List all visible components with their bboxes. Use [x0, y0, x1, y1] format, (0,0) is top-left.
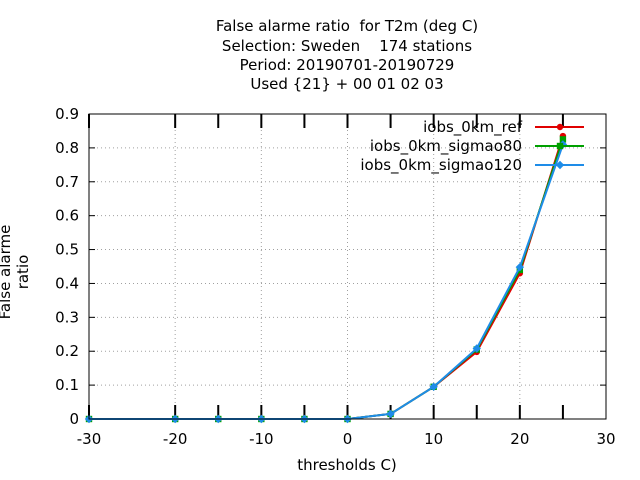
legend-swatch-marker	[556, 142, 564, 150]
x-tick-label: -20	[163, 430, 188, 448]
y-tick-label: 0.9	[55, 105, 79, 123]
legend: iobs_0km_refiobs_0km_sigmao80iobs_0km_si…	[360, 118, 584, 175]
series-line	[89, 144, 564, 420]
ticks: 0 0.1 0.2 0.3 0.4 0.5 0.6 0.7 0.8 0.9 -30 -20 -10 0 10…	[55, 105, 615, 448]
legend-swatch-marker	[555, 160, 565, 170]
series	[84, 132, 568, 424]
legend-label: iobs_0km_ref	[423, 118, 523, 137]
y-tick-label: 0	[69, 410, 79, 428]
y-tick-label: 0.8	[55, 139, 79, 157]
series-iobs_0km_ref	[85, 132, 567, 423]
y-tick-label: 0.4	[55, 274, 79, 292]
x-tick-label: 20	[510, 430, 529, 448]
x-tick-label: 10	[424, 430, 443, 448]
title-line-2: Selection: Sweden 174 stations	[221, 37, 473, 55]
x-axis-label: thresholds C)	[297, 456, 397, 474]
x-tick-label: 30	[596, 430, 615, 448]
grid	[89, 114, 606, 419]
y-tick-label: 0.6	[55, 207, 79, 225]
series-iobs_0km_sigmao120	[84, 140, 568, 424]
data-point	[472, 344, 481, 353]
legend-item: iobs_0km_ref	[423, 118, 584, 137]
y-tick-label: 0.3	[55, 308, 79, 326]
y-tick-label: 0.5	[55, 241, 79, 259]
title-line-4: Used {21} + 00 01 02 03	[250, 75, 444, 93]
data-point	[559, 136, 567, 143]
legend-label: iobs_0km_sigmao120	[360, 156, 522, 175]
legend-item: iobs_0km_sigmao120	[360, 156, 584, 175]
data-point	[515, 262, 525, 272]
x-tick-label: 0	[343, 430, 353, 448]
legend-label: iobs_0km_sigmao80	[370, 137, 522, 156]
y-tick-label: 0.2	[55, 342, 79, 360]
y-tick-label: 0.1	[55, 376, 79, 394]
legend-item: iobs_0km_sigmao80	[370, 137, 584, 156]
data-point	[386, 409, 395, 419]
y-tick-label: 0.7	[55, 173, 79, 191]
x-tick-label: -10	[249, 430, 274, 448]
x-tick-label: -30	[77, 430, 102, 448]
data-point	[429, 382, 438, 392]
title-line-3: Period: 20190701-20190729	[239, 56, 455, 74]
series-iobs_0km_sigmao80	[85, 136, 567, 423]
plot-frame	[88, 113, 607, 420]
series-line	[89, 135, 564, 420]
title-line-1: False alarme ratio for T2m (deg C)	[215, 17, 479, 35]
legend-swatch-marker	[556, 123, 564, 131]
